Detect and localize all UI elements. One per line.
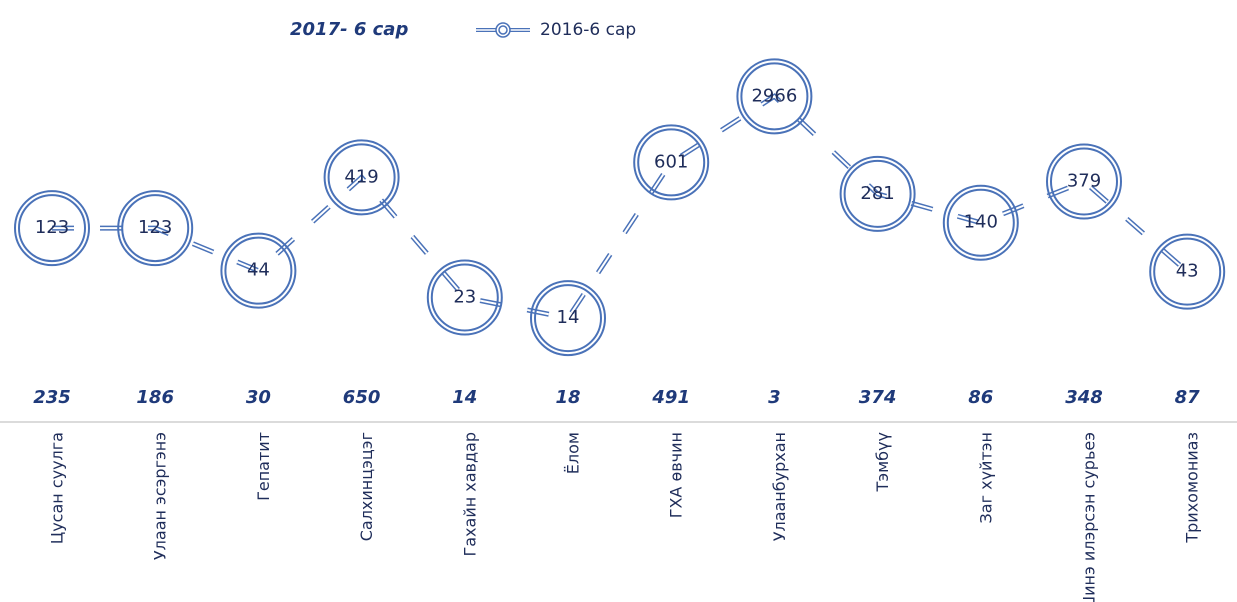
data-label: 87 bbox=[1175, 387, 1201, 408]
x-tick-label: Ёлом bbox=[564, 432, 583, 474]
data-label: 3 bbox=[768, 387, 781, 408]
marker-inner bbox=[740, 62, 809, 131]
x-tick-label: Шинэ илэрсэн сурьеэ bbox=[1080, 432, 1099, 602]
marker bbox=[1046, 143, 1122, 220]
data-label: 18 bbox=[555, 387, 580, 408]
marker bbox=[1149, 233, 1226, 310]
x-tick-label: Гепатит bbox=[254, 432, 273, 501]
legend-marker bbox=[495, 22, 511, 38]
marker bbox=[736, 58, 813, 135]
marker bbox=[839, 155, 916, 232]
marker-inner bbox=[637, 128, 706, 197]
marker bbox=[426, 259, 503, 336]
data-label: 123 bbox=[138, 217, 172, 238]
marker-inner bbox=[1153, 237, 1222, 306]
series-line bbox=[52, 93, 1189, 321]
data-label: 140 bbox=[964, 212, 998, 233]
x-tick-label: Трихомониаз bbox=[1183, 432, 1202, 544]
data-label: 281 bbox=[860, 183, 894, 204]
marker bbox=[117, 190, 194, 267]
data-label: 235 bbox=[33, 387, 71, 408]
legend-marker-inner bbox=[498, 25, 508, 35]
marker bbox=[220, 232, 297, 309]
x-tick-label: ГХА өвчин bbox=[667, 432, 686, 518]
marker bbox=[633, 124, 710, 201]
marker-inner bbox=[327, 143, 396, 212]
data-label: 43 bbox=[1176, 261, 1199, 282]
data-label: 419 bbox=[344, 166, 378, 187]
data-label: 186 bbox=[136, 387, 174, 408]
marker-inner bbox=[946, 188, 1015, 257]
data-label: 86 bbox=[968, 387, 993, 408]
series-line-inner bbox=[52, 95, 1188, 320]
data-label: 374 bbox=[859, 387, 897, 408]
marker bbox=[323, 139, 400, 216]
x-tick-label: Цусан суулга bbox=[48, 432, 67, 544]
marker-inner bbox=[430, 263, 499, 332]
marker bbox=[14, 190, 90, 267]
data-label: 44 bbox=[247, 260, 270, 281]
marker-inner bbox=[18, 194, 86, 263]
x-tick-label: Улаан эсэргэнэ bbox=[151, 432, 170, 560]
marker-inner bbox=[1050, 147, 1118, 216]
data-label: 491 bbox=[651, 387, 690, 408]
data-label: 123 bbox=[35, 217, 69, 238]
marker bbox=[942, 184, 1019, 261]
data-label: 650 bbox=[343, 387, 381, 408]
data-label: 601 bbox=[654, 151, 688, 172]
marker bbox=[530, 280, 606, 357]
data-label: 348 bbox=[1065, 387, 1103, 408]
data-label: 23 bbox=[453, 287, 476, 308]
marker-inner bbox=[224, 236, 293, 305]
x-tick-label: Улаанбурхан bbox=[770, 432, 789, 541]
marker-inner bbox=[121, 194, 190, 263]
legend-label: 2016-6 сар bbox=[540, 20, 636, 40]
x-tick-label: Гахайн хавдар bbox=[460, 432, 479, 557]
data-label: 30 bbox=[246, 387, 271, 408]
marker-inner bbox=[843, 159, 912, 228]
data-label: 14 bbox=[557, 307, 580, 328]
x-tick-label: Тэмбүү bbox=[873, 432, 892, 492]
marker-inner bbox=[534, 284, 602, 353]
data-label: 14 bbox=[452, 387, 477, 408]
legend-label: 2017- 6 сар bbox=[290, 19, 408, 40]
x-tick-label: Заг хүйтэн bbox=[976, 432, 995, 523]
data-label: 379 bbox=[1067, 171, 1101, 192]
x-tick-label: Салхинцэцэг bbox=[357, 432, 376, 541]
data-label: 2966 bbox=[751, 85, 797, 106]
